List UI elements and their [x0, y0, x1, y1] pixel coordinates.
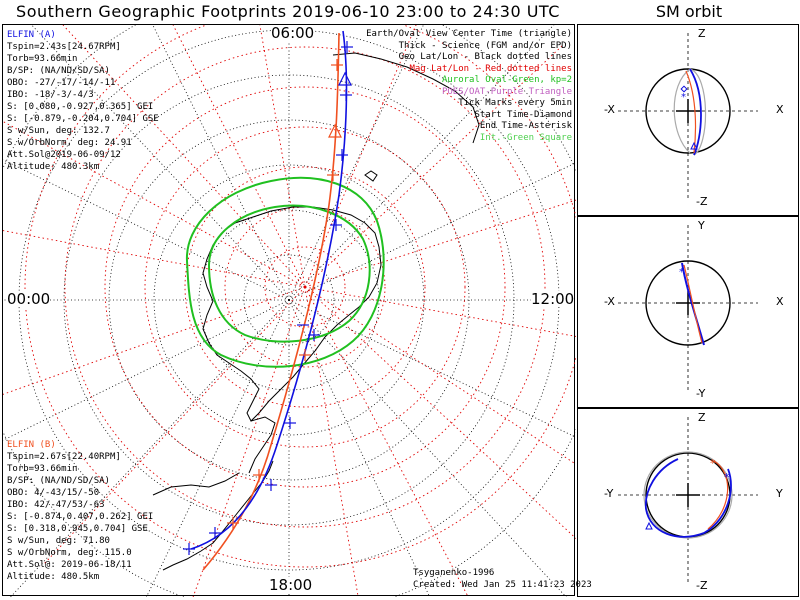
elfin-a-line: Altitude: 480.3km [7, 162, 100, 172]
polar-map-svg [3, 25, 576, 597]
elfin-b-line: S: [-0.874,0.407,0.262] GEI [7, 512, 154, 522]
lt-label-top: 06:00 [271, 24, 315, 42]
svg-text:*: * [724, 471, 730, 484]
footprint-map: 06:00 00:00 12:00 18:00 ELFIN (A) Tspin=… [2, 24, 592, 597]
elfin-a-info: ELFIN (A) Tspin=2.43s[24.67RPM] Torb=93.… [7, 29, 159, 173]
legend-item: Start Time-Diamond [474, 109, 572, 120]
legend-item: POES/OAT-Purple Triangle [441, 86, 572, 97]
sm3-left-label: -Y [604, 487, 614, 500]
page-title: Southern Geographic Footprints 2019-06-1… [16, 2, 560, 21]
elfin-b-line: Tspin=2.67s[22.40RPM] [7, 452, 121, 462]
sm-orbit-panel-xz: * Z -Z -X X [577, 24, 799, 216]
sm-xy-svg: * [618, 225, 758, 393]
sm1-top-label: Z [698, 27, 706, 40]
oval-outer [185, 176, 385, 368]
legend-item: Tick Marks every 5min [458, 98, 572, 108]
elfin-a-name: ELFIN (A) [7, 30, 56, 40]
elfin-b-info: ELFIN (B) Tspin=2.67s[22.40RPM] Torb=93.… [7, 439, 153, 583]
sm1-right-label: X [776, 103, 784, 116]
sm-orbit-title: SM orbit [655, 2, 723, 21]
elfin-a-line: S: [-0.879,-0.204,0.704] GSE [7, 114, 159, 124]
sm1-left-label: -X [604, 103, 615, 116]
auroral-oval [185, 176, 385, 368]
sm3-right-label: Y [776, 487, 783, 500]
legend-item: Earth/Oval View Center Time (triangle) [366, 29, 572, 39]
elfin-b-line: Torb=93.66min [7, 464, 78, 474]
sm2-right-label: X [776, 295, 784, 308]
sm2-bottom-label: -Y [696, 387, 706, 400]
sm3-bottom-label: -Z [696, 579, 708, 592]
elfin-a-line: B/SP: (NA/ND/SD/SA) [7, 66, 110, 76]
elfin-a-line: Att.Sol@2019-06-09/12 [7, 150, 121, 160]
legend-item: Geo Lat/Lon - Black dotted lines [398, 52, 572, 62]
elfin-a-line: S: [0.080,-0.927,0.365] GEI [7, 102, 154, 112]
antarctica-coast [202, 206, 382, 422]
svg-text:*: * [710, 457, 716, 470]
elfin-a-line: IBO: -18/-3/-4/3 [7, 90, 94, 100]
legend-item: Auroral Oval-Green, kp=2 [441, 75, 572, 85]
lt-label-bottom: 18:00 [269, 576, 313, 594]
sm3-top-label: Z [698, 411, 706, 424]
islands-east [364, 170, 378, 182]
elfin-b-line: Altitude: 480.5km [7, 572, 100, 582]
elfin-b-line: Att.Sol@: 2019-06-18/11 [7, 560, 132, 570]
elfin-a-track [190, 30, 348, 550]
elfin-b-center-triangle [328, 123, 342, 138]
elfin-b-line: S w/Sun, deg: 71.80 [7, 536, 110, 546]
lt-label-left: 00:00 [7, 290, 51, 308]
sm-xz-svg: * [618, 33, 758, 201]
sm2-left-label: -X [604, 295, 615, 308]
elfin-a-line: Tspin=2.43s[24.67RPM] [7, 42, 121, 52]
elfin-a-center-triangle [338, 71, 352, 86]
oval-inner [207, 204, 371, 343]
elfin-a-ticks [183, 41, 353, 555]
legend-item: Mag Lat/Lon - Red dotted lines [409, 63, 572, 74]
elfin-b-line: B/SP: (NA/ND/SD/SA) [7, 476, 110, 486]
elfin-a-line: OBO: -27/-17/-14/-11 [7, 78, 116, 88]
elfin-b-line: OBO: 4/-43/15/-50 [7, 488, 100, 498]
elfin-b-line: S w/OrbNorm, deg: 115.0 [7, 548, 132, 558]
lt-label-right: 12:00 [531, 290, 575, 308]
elfin-b-line: IBO: 42/-47/53/-63 [7, 500, 105, 510]
mag-lat-circles [24, 25, 576, 568]
mag-lon-lines [3, 25, 576, 597]
elfin-a-line: S w/OrbNorm, deg: 24.91 [7, 138, 132, 148]
sm2-top-label: Y [698, 219, 705, 232]
elfin-b-ticks [227, 59, 343, 529]
elfin-b-name: ELFIN (B) [7, 440, 56, 450]
sm-orbit-panel-yz: * * Z -Z -Y Y [577, 408, 799, 597]
africa-coast [332, 52, 480, 144]
svg-text:*: * [679, 267, 684, 278]
south-america-coast-2 [152, 472, 240, 496]
elfin-a-line: Torb=93.66min [7, 54, 78, 64]
footer-created: Created: Wed Jan 25 11:41:23 2023 [413, 580, 592, 590]
legend-item: Thick - Science (FGM and/or EPD) [398, 40, 572, 51]
sm-orbit-panel-xy: * Y -Y -X X [577, 216, 799, 408]
map-legend: Earth/Oval View Center Time (triangle) T… [366, 29, 572, 144]
sm-yz-svg: * * [618, 417, 758, 585]
legend-item: Int.-Green Square [479, 132, 572, 143]
elfin-a-line: S w/Sun, deg: 132.7 [7, 126, 110, 136]
footer-author: Tsyganenko-1996 [413, 568, 495, 578]
sm1-bottom-label: -Z [696, 195, 708, 208]
elfin-b-line: S: [0.318,0.945,0.704] GSE [7, 524, 148, 534]
peninsula-coast [248, 416, 276, 474]
legend-item: End Time-Asterisk [479, 121, 572, 131]
svg-text:*: * [681, 92, 686, 103]
